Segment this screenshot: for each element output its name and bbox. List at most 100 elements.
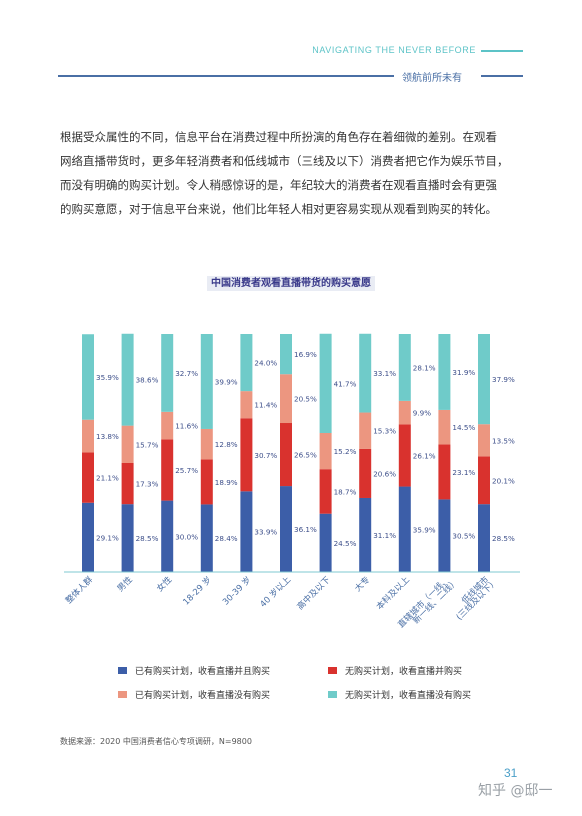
bar-segment: [121, 462, 134, 505]
bar-segment: [82, 502, 94, 572]
body-line: 而没有明确的购买计划。令人稍感惊讶的是，年纪较大的消费者在观看直播时会有更强: [60, 178, 497, 192]
legend-label: 已有购买计划，收看直播没有购买: [135, 691, 271, 701]
data-label: 13.8%: [96, 432, 119, 441]
data-label: 13.5%: [492, 436, 515, 445]
data-label: 30.5%: [452, 532, 475, 541]
data-label: 16.9%: [294, 350, 317, 359]
data-label: 33.1%: [373, 369, 396, 378]
data-label: 11.4%: [254, 401, 277, 410]
legend-label: 无购买计划，收看直播并购买: [345, 667, 463, 677]
legend-swatch: [328, 667, 337, 674]
bar-segment: [82, 334, 94, 420]
body-paragraph: 根据受众属性的不同，信息平台在消费过程中所扮演的角色存在着细微的差别。在观看 网…: [60, 125, 530, 221]
data-label: 9.9%: [413, 409, 431, 418]
header-rule-teal: [481, 50, 523, 52]
data-label: 24.5%: [334, 539, 357, 548]
bar-segment: [438, 499, 451, 572]
data-label: 25.7%: [175, 466, 198, 475]
data-label: 17.3%: [136, 480, 159, 489]
data-label: 39.9%: [215, 377, 238, 386]
data-label: 37.9%: [492, 375, 515, 384]
bar-segment: [359, 333, 372, 413]
data-label: 26.5%: [294, 451, 317, 460]
bar-segment: [200, 459, 213, 505]
data-label: 14.5%: [452, 423, 475, 432]
data-label: 30.7%: [254, 451, 277, 460]
category-label: 18-29 岁: [181, 574, 214, 607]
category-label: 女性: [155, 574, 175, 594]
bar-segment: [478, 334, 490, 425]
header-chinese: 领航前所未有: [402, 73, 462, 84]
data-label: 38.6%: [136, 376, 159, 385]
data-label: 15.2%: [334, 447, 357, 456]
data-label: 28.5%: [492, 534, 515, 543]
legend-item-series-2: 无购买计划，收看直播并购买: [328, 664, 462, 677]
data-label: 18.7%: [334, 487, 357, 496]
bar-segment: [438, 444, 451, 500]
bar-segment: [398, 486, 411, 572]
legend-item-series-4: 无购买计划，收看直播没有购买: [328, 688, 471, 701]
data-label: 29.1%: [96, 533, 119, 542]
bar-segment: [438, 409, 451, 445]
bar-segment: [280, 334, 292, 375]
category-label: 男性: [115, 574, 135, 594]
bar-segment: [398, 334, 411, 401]
bar-segment: [240, 391, 253, 419]
data-label: 32.7%: [175, 369, 198, 378]
legend-swatch: [118, 691, 127, 698]
data-label: 31.1%: [373, 531, 396, 540]
data-label: 35.9%: [96, 373, 119, 382]
chart-title-text: 中国消费者观看直播带货的购买意愿: [207, 276, 375, 291]
data-label: 21.1%: [96, 474, 119, 483]
bar-segment: [200, 428, 213, 460]
bar-segment: [319, 513, 332, 572]
page-number: 31: [504, 766, 518, 780]
category-label: 整体人群: [63, 574, 95, 606]
bar-segment: [398, 424, 411, 487]
legend-item-series-1: 已有购买计划，收看直播并且购买: [118, 664, 270, 677]
category-label: 30-39 岁: [220, 574, 253, 607]
bar-segment: [280, 486, 292, 572]
bar-segment: [161, 411, 174, 440]
bar-segment: [319, 469, 332, 514]
data-label: 24.0%: [254, 359, 277, 368]
bar-segment: [438, 334, 451, 410]
legend-swatch: [118, 667, 127, 674]
bar-segment: [240, 491, 253, 572]
bar-segment: [121, 425, 134, 463]
header-english: NAVIGATING THE NEVER BEFORE: [312, 45, 476, 55]
chart-title: 中国消费者观看直播带货的购买意愿: [0, 274, 582, 291]
data-label: 31.9%: [452, 368, 475, 377]
bar-segment: [82, 419, 94, 453]
legend-label: 无购买计划，收看直播没有购买: [345, 691, 472, 701]
data-label: 20.6%: [373, 469, 396, 478]
bar-segment: [478, 456, 490, 505]
header-rule-blue-right: [481, 75, 523, 77]
data-label: 41.7%: [334, 379, 357, 388]
data-label: 15.3%: [373, 427, 396, 436]
bar-segment: [280, 423, 292, 487]
legend-swatch: [328, 691, 337, 698]
body-line: 网络直播带货时，更多年轻消费者和低线城市（三线及以下）消费者把它作为娱乐节目，: [60, 154, 509, 168]
category-label: 大专: [353, 574, 373, 594]
bar-segment: [161, 334, 174, 412]
category-label: 高中及以下: [295, 574, 333, 612]
bar-segment: [161, 500, 174, 572]
bar-segment: [240, 334, 253, 392]
bar-segment: [200, 334, 213, 429]
bar-segment: [359, 497, 372, 572]
body-line: 根据受众属性的不同，信息平台在消费过程中所扮演的角色存在着细微的差别。在观看: [60, 130, 497, 144]
bar-segment: [319, 333, 332, 434]
data-source-note: 数据来源：2020 中国消费者信心专项调研，N=9800: [60, 737, 252, 746]
bar-segment: [280, 374, 292, 424]
bar-segment: [82, 452, 94, 503]
data-label: 12.8%: [215, 440, 238, 449]
category-label: 40 岁以上: [258, 574, 294, 610]
bar-segment: [359, 412, 372, 449]
data-label: 28.4%: [215, 534, 238, 543]
data-label: 26.1%: [413, 451, 436, 460]
data-label: 28.5%: [136, 534, 159, 543]
bar-segment: [359, 448, 372, 498]
data-label: 36.1%: [294, 525, 317, 534]
